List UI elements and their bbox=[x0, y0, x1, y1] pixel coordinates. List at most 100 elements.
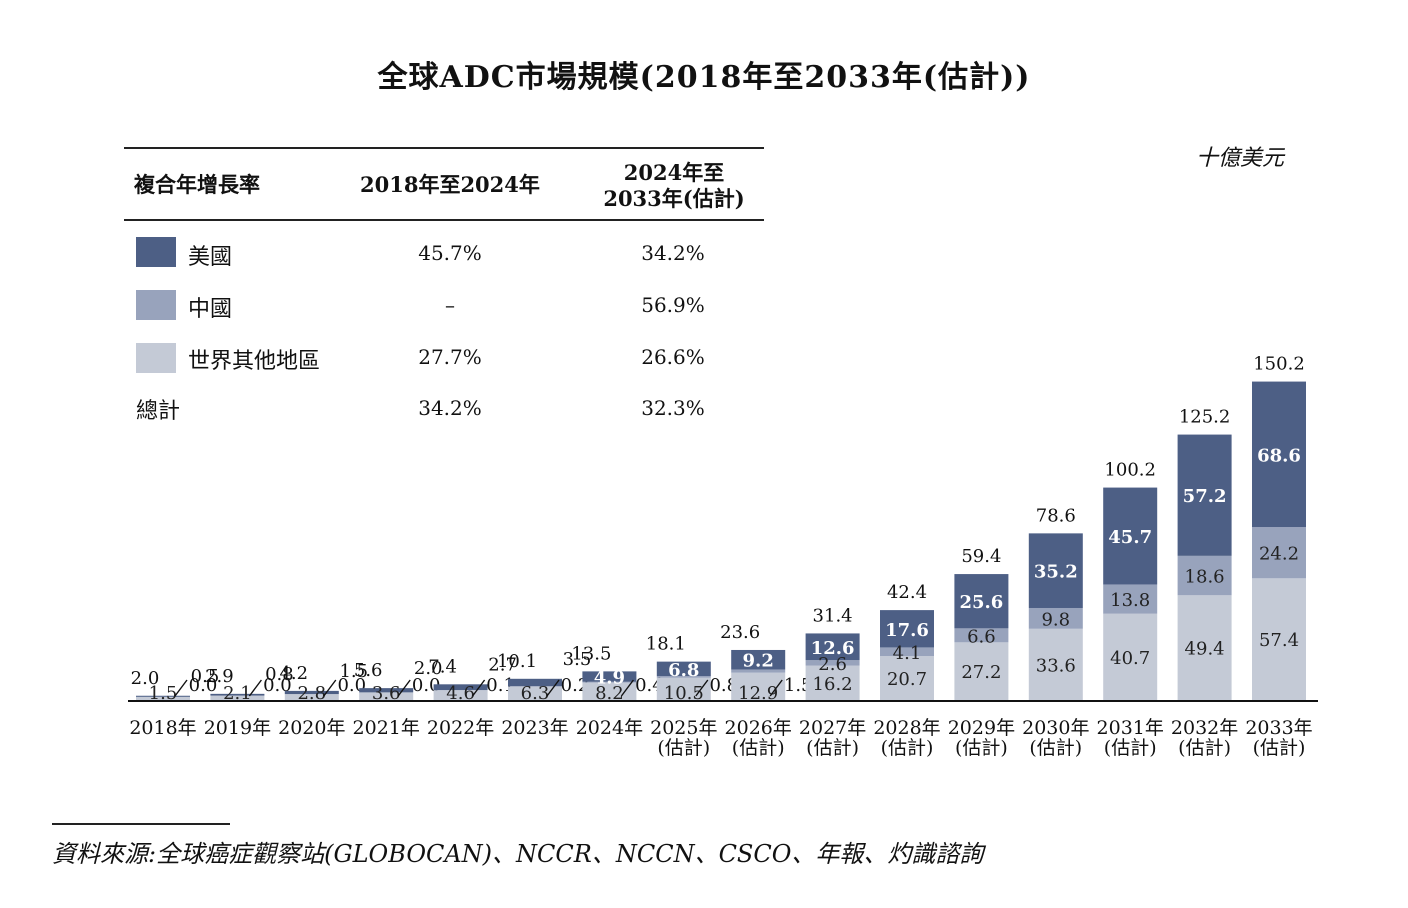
data-label-total-10: 42.4 bbox=[887, 582, 927, 603]
x-tick-label-7: 2025年 bbox=[650, 717, 717, 739]
table-top-rule bbox=[124, 147, 764, 149]
leader-line-0 bbox=[174, 679, 188, 697]
data-label-row-7: 10.5 bbox=[664, 683, 704, 704]
data-label-total-0: 2.0 bbox=[131, 668, 160, 689]
china-cagr-1: – bbox=[445, 293, 455, 317]
bar-segment-row-1 bbox=[210, 695, 265, 700]
source-rule bbox=[52, 823, 230, 825]
x-tick-label-3: 2021年 bbox=[353, 717, 420, 739]
row-cagr-1: 27.7% bbox=[418, 345, 482, 369]
total-cagr-1: 34.2% bbox=[418, 396, 482, 420]
x-tick-label-13: 2031年 bbox=[1097, 717, 1164, 739]
data-label-total-1: 2.9 bbox=[205, 666, 234, 687]
total-cagr-2: 32.3% bbox=[641, 396, 705, 420]
data-label-china-1: 0.0 bbox=[263, 675, 292, 696]
bar-segment-row-2 bbox=[284, 694, 339, 700]
data-label-china-4: 0.1 bbox=[486, 675, 515, 696]
data-label-us-0: 0.5 bbox=[191, 666, 220, 687]
x-tick-label-15: 2033年 bbox=[1245, 717, 1312, 739]
data-label-china-6: 0.4 bbox=[635, 675, 664, 696]
data-label-us-15: 68.6 bbox=[1257, 445, 1301, 466]
data-label-china-8: 1.5 bbox=[784, 675, 813, 696]
x-tick-sublabel-8: (估計) bbox=[732, 737, 785, 759]
bar-segment-us-4 bbox=[433, 684, 488, 691]
bar-segment-us-15 bbox=[1252, 381, 1306, 528]
data-label-total-5: 10.1 bbox=[497, 651, 537, 672]
total-label: 總計 bbox=[136, 399, 181, 424]
leader-line-6 bbox=[620, 679, 634, 697]
data-label-total-15: 150.2 bbox=[1253, 354, 1305, 375]
data-label-china-15: 24.2 bbox=[1259, 544, 1299, 565]
table-header-col1: 2018年至2024年 bbox=[360, 172, 540, 197]
bar-segment-us-3 bbox=[359, 688, 414, 693]
data-label-china-2: 0.0 bbox=[337, 675, 366, 696]
data-label-us-9: 12.6 bbox=[811, 638, 855, 659]
bar-segment-row-4 bbox=[433, 690, 488, 700]
data-label-total-11: 59.4 bbox=[961, 546, 1001, 567]
bar-segment-row-6 bbox=[582, 682, 637, 700]
bar-segment-row-12 bbox=[1028, 628, 1083, 700]
data-label-china-0: 0.0 bbox=[189, 675, 218, 696]
data-label-us-11: 25.6 bbox=[959, 592, 1003, 613]
data-label-row-14: 49.4 bbox=[1185, 639, 1225, 660]
bar-segment-row-0 bbox=[136, 696, 190, 700]
leader-line-7 bbox=[695, 679, 709, 697]
data-label-row-5: 6.3 bbox=[521, 683, 550, 704]
data-label-total-9: 31.4 bbox=[813, 605, 853, 626]
leader-line-2 bbox=[323, 679, 337, 697]
x-tick-label-6: 2024年 bbox=[576, 717, 643, 739]
data-label-row-13: 40.7 bbox=[1110, 648, 1150, 669]
data-label-row-11: 27.2 bbox=[961, 662, 1001, 683]
legend-label-china: 中國 bbox=[188, 297, 233, 322]
bar-segment-us-7 bbox=[656, 661, 711, 677]
data-label-us-8: 9.2 bbox=[743, 651, 774, 672]
bar-segment-row-5 bbox=[508, 686, 562, 700]
x-tick-label-4: 2022年 bbox=[427, 717, 494, 739]
bar-segment-us-12 bbox=[1028, 533, 1083, 608]
bar-segment-us-13 bbox=[1103, 487, 1158, 585]
legend-label-row: 世界其他地區 bbox=[188, 349, 321, 374]
bar-segment-row-13 bbox=[1103, 613, 1158, 700]
data-label-china-7: 0.8 bbox=[709, 675, 738, 696]
data-label-total-7: 18.1 bbox=[646, 634, 686, 655]
data-label-row-12: 33.6 bbox=[1036, 655, 1076, 676]
row-cagr-2: 26.6% bbox=[641, 345, 705, 369]
leader-line-5 bbox=[546, 679, 560, 697]
legend-swatch-us bbox=[136, 237, 176, 267]
legend-swatch-china bbox=[136, 290, 176, 320]
bar-segment-china-12 bbox=[1028, 607, 1083, 629]
legend-swatch-row bbox=[136, 343, 176, 373]
data-label-row-10: 20.7 bbox=[887, 669, 927, 690]
x-tick-sublabel-14: (估計) bbox=[1178, 737, 1231, 759]
data-label-us-10: 17.6 bbox=[885, 620, 929, 641]
x-tick-sublabel-11: (估計) bbox=[955, 737, 1008, 759]
bar-segment-china-8 bbox=[731, 669, 786, 673]
bar-segment-china-13 bbox=[1103, 584, 1158, 614]
data-label-us-4: 2.7 bbox=[488, 654, 517, 675]
x-tick-label-9: 2027年 bbox=[799, 717, 866, 739]
legend-label-us: 美國 bbox=[188, 245, 233, 270]
bar-segment-us-1 bbox=[210, 693, 265, 696]
us-cagr-2: 34.2% bbox=[641, 241, 705, 265]
china-cagr-2: 56.9% bbox=[641, 293, 705, 317]
data-label-row-8: 12.9 bbox=[738, 683, 778, 704]
bar-segment-us-10 bbox=[880, 610, 934, 648]
bar-segment-us-14 bbox=[1177, 434, 1232, 556]
data-label-row-4: 4.6 bbox=[446, 683, 475, 704]
data-label-us-2: 1.5 bbox=[339, 661, 368, 682]
leader-line-8 bbox=[769, 679, 783, 697]
data-label-china-5: 0.2 bbox=[561, 675, 590, 696]
chart-title: 全球ADC市場規模(2018年至2033年(估計)) bbox=[377, 60, 1031, 95]
data-label-row-0: 1.5 bbox=[149, 683, 178, 704]
x-tick-sublabel-9: (估計) bbox=[806, 737, 859, 759]
x-tick-sublabel-13: (估計) bbox=[1104, 737, 1157, 759]
x-tick-label-5: 2023年 bbox=[501, 717, 568, 739]
bar-segment-us-11 bbox=[954, 574, 1009, 629]
bar-segment-row-9 bbox=[805, 665, 860, 700]
bar-segment-china-7 bbox=[656, 676, 711, 678]
table-header-col2-line2: 2033年(估計) bbox=[603, 186, 745, 211]
bar-segment-us-6 bbox=[582, 671, 637, 682]
data-label-us-14: 57.2 bbox=[1183, 486, 1227, 507]
bar-segment-us-9 bbox=[805, 633, 860, 661]
